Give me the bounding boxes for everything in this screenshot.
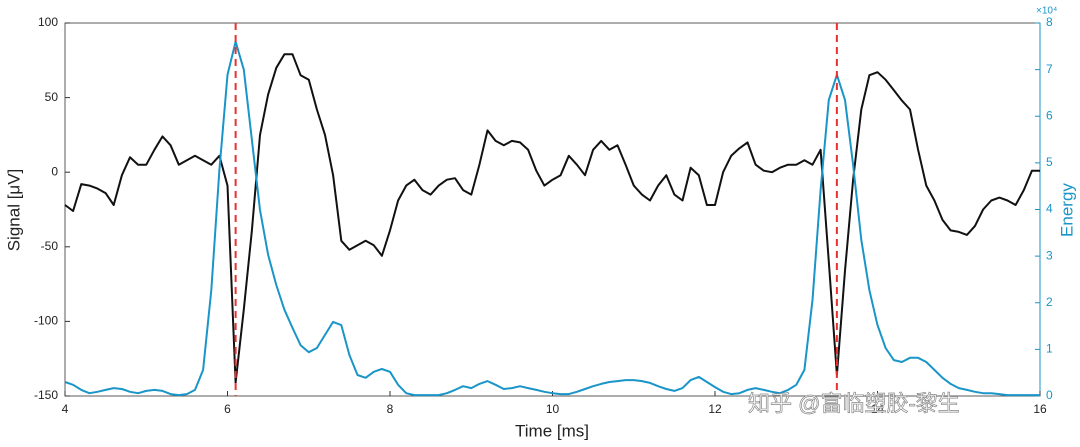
- x-tick-label: 6: [224, 402, 231, 416]
- x-tick-label: 4: [62, 402, 69, 416]
- y-axis-label: Signal [μV]: [4, 169, 23, 252]
- y-tick-label: 100: [38, 15, 58, 29]
- watermark: 知乎 @富临塑胶-黎生: [748, 391, 960, 416]
- y2-tick-label: 7: [1046, 62, 1053, 76]
- y2-tick-label: 8: [1046, 15, 1053, 29]
- y2-tick-label: 3: [1046, 248, 1053, 262]
- y2-multiplier: ×10⁴: [1036, 6, 1057, 17]
- x-tick-label: 12: [708, 402, 722, 416]
- y2-tick-label: 4: [1046, 202, 1053, 216]
- y2-tick-label: 0: [1046, 388, 1053, 402]
- y-tick-label: -150: [34, 388, 58, 402]
- y-tick-label: -100: [34, 314, 58, 328]
- y2-axis-label: Energy: [1057, 183, 1076, 237]
- x-tick-label: 16: [1033, 402, 1047, 416]
- series-line: [64, 40, 1040, 397]
- y2-tick-label: 5: [1046, 155, 1053, 169]
- y2-tick-label: 1: [1046, 342, 1053, 356]
- y-tick-label: 0: [51, 164, 58, 178]
- y2-tick-label: 2: [1046, 295, 1053, 309]
- x-tick-label: 10: [546, 402, 560, 416]
- y-tick-label: -50: [41, 239, 59, 253]
- y2-tick-label: 6: [1046, 108, 1053, 122]
- x-tick-label: 14: [871, 402, 885, 416]
- plot-frame: [64, 22, 1041, 397]
- series-line: [64, 53, 1040, 384]
- x-axis-label: Time [ms]: [515, 421, 589, 440]
- y-tick-label: 50: [45, 90, 59, 104]
- x-tick-label: 8: [387, 402, 394, 416]
